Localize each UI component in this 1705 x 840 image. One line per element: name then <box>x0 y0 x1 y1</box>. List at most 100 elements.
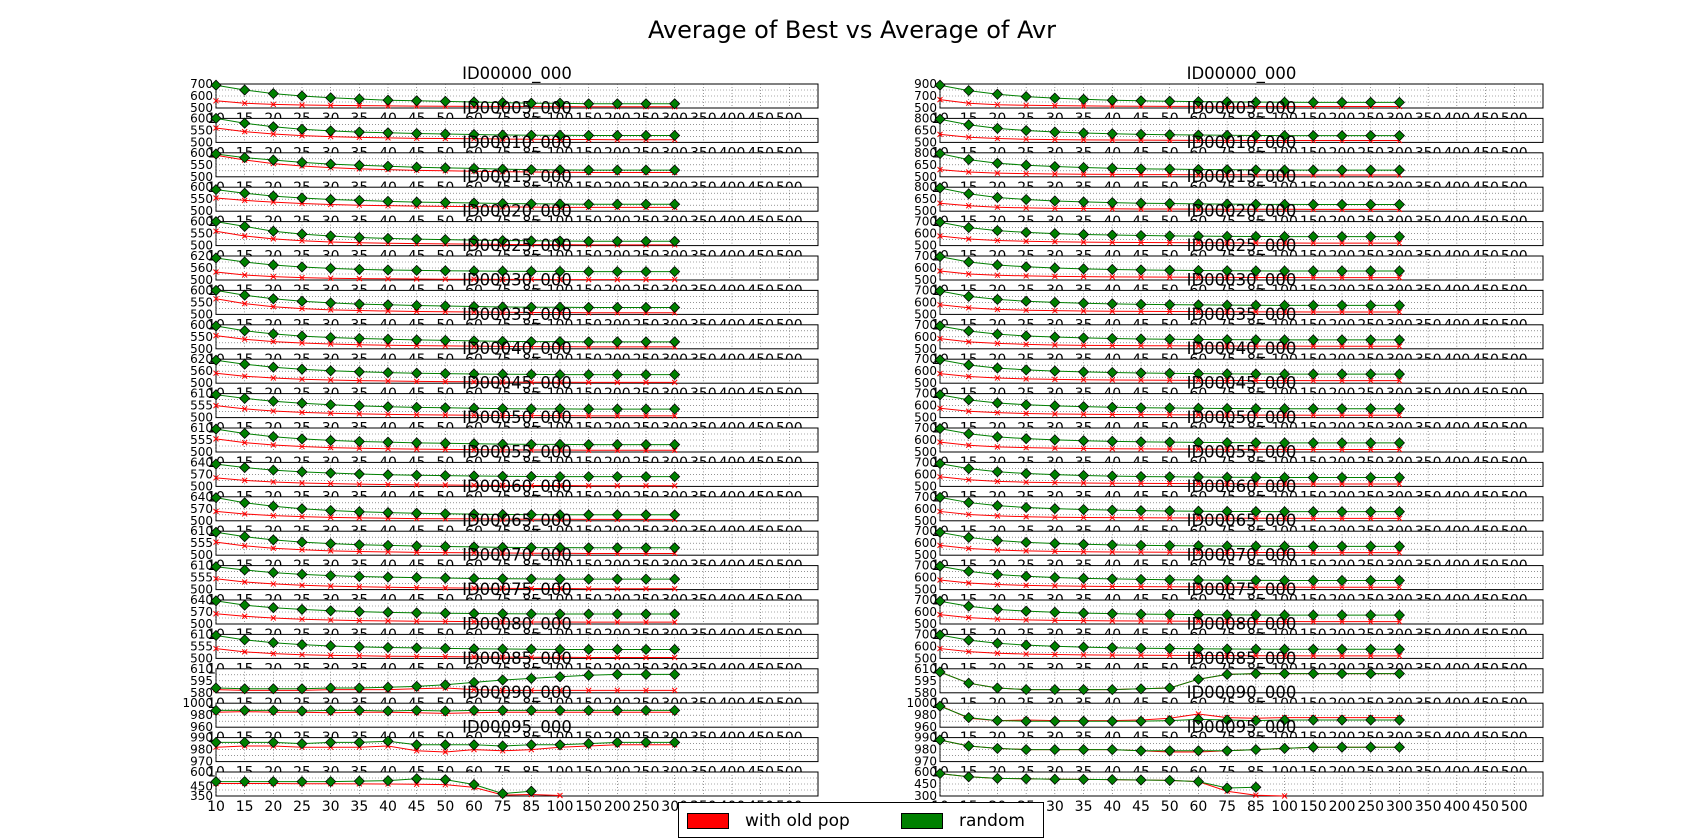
y-tick-label: 500 <box>190 101 213 115</box>
data-point <box>296 705 308 717</box>
data-point <box>1250 437 1262 449</box>
y-tick-label: 650 <box>914 123 937 137</box>
y-tick-label: 960 <box>914 720 937 734</box>
data-point <box>1052 514 1058 521</box>
x-tick-label: 60 <box>465 799 483 815</box>
data-point <box>1192 129 1204 141</box>
data-point <box>241 542 248 549</box>
data-point <box>640 704 652 716</box>
data-point <box>1192 574 1204 586</box>
data-point <box>963 119 975 131</box>
data-point <box>1106 573 1118 585</box>
y-tick-label: 610 <box>190 627 213 641</box>
x-tick-label: 60 <box>1190 799 1208 815</box>
subplot-title: ID00050_000 <box>462 408 572 428</box>
data-point <box>439 162 451 174</box>
data-point <box>1336 609 1348 621</box>
data-point <box>439 705 451 717</box>
subplot-title: ID00000_000 <box>462 64 572 84</box>
data-point <box>965 476 972 483</box>
data-point <box>439 642 451 654</box>
data-point <box>614 379 621 386</box>
data-point <box>1221 668 1233 680</box>
data-point <box>1052 205 1058 212</box>
data-point <box>525 470 537 483</box>
data-point <box>525 403 537 415</box>
data-point <box>1396 240 1403 246</box>
x-tick-label: 100 <box>547 799 574 815</box>
data-point <box>669 301 681 314</box>
data-point <box>963 256 975 268</box>
data-point <box>442 308 449 315</box>
data-point <box>525 739 537 751</box>
data-point <box>669 509 681 521</box>
y-tick-label: 600 <box>914 571 937 585</box>
data-point <box>239 325 251 337</box>
data-point <box>934 423 946 435</box>
data-point <box>525 785 537 797</box>
data-point <box>1367 481 1374 487</box>
data-point <box>937 611 943 618</box>
data-point <box>528 619 535 625</box>
subplot: 5805956101015202530354045506075851001502… <box>190 649 819 712</box>
data-point <box>1250 781 1262 793</box>
data-point <box>413 747 420 754</box>
data-point <box>1224 584 1230 590</box>
data-point <box>299 376 305 383</box>
data-point <box>213 370 219 377</box>
data-point <box>1336 437 1348 449</box>
y-tick-label: 900 <box>914 77 937 91</box>
data-point <box>934 666 946 678</box>
y-tick-label: 555 <box>190 433 213 447</box>
data-point <box>1023 102 1029 109</box>
data-point <box>937 335 943 342</box>
data-point <box>640 336 652 348</box>
data-point <box>356 515 363 521</box>
data-point <box>1393 506 1405 518</box>
data-point <box>1195 446 1202 452</box>
data-point <box>1367 309 1374 315</box>
data-point <box>1078 572 1090 584</box>
data-point <box>296 466 308 478</box>
data-point <box>1164 682 1176 694</box>
data-point <box>991 157 1003 169</box>
data-point <box>1052 171 1058 177</box>
data-point <box>525 541 537 554</box>
x-tick-label: 450 <box>1472 799 1499 815</box>
legend-label: random <box>959 811 1025 831</box>
data-point <box>1281 240 1288 246</box>
data-point <box>1281 793 1288 799</box>
data-point <box>267 464 279 476</box>
data-point <box>1221 402 1233 415</box>
data-point <box>468 607 480 620</box>
data-point <box>241 197 248 204</box>
subplot-title: ID00085_000 <box>462 649 572 669</box>
data-point <box>994 101 1001 108</box>
data-point <box>963 428 975 440</box>
data-point <box>554 336 566 348</box>
data-point <box>1396 653 1403 659</box>
data-point <box>1365 130 1377 142</box>
subplot-title: ID00000_000 <box>1187 64 1297 84</box>
data-point <box>525 672 537 684</box>
data-point <box>1279 96 1291 108</box>
data-point <box>1279 437 1291 449</box>
data-point <box>241 233 248 239</box>
data-point <box>1250 96 1262 108</box>
x-tick-label: 20 <box>264 799 282 815</box>
data-point <box>1078 773 1090 785</box>
data-point <box>1164 745 1176 757</box>
y-tick-label: 550 <box>190 123 213 137</box>
data-point <box>1393 231 1405 243</box>
data-point <box>554 573 566 585</box>
y-tick-label: 570 <box>190 467 213 481</box>
data-point <box>239 427 251 440</box>
data-point <box>1253 240 1259 246</box>
data-point <box>965 304 972 311</box>
data-point <box>643 585 649 592</box>
data-point <box>1052 307 1058 314</box>
y-tick-label: 500 <box>914 411 937 425</box>
data-point <box>1250 471 1262 483</box>
data-point <box>937 473 943 480</box>
data-point <box>1281 343 1288 350</box>
